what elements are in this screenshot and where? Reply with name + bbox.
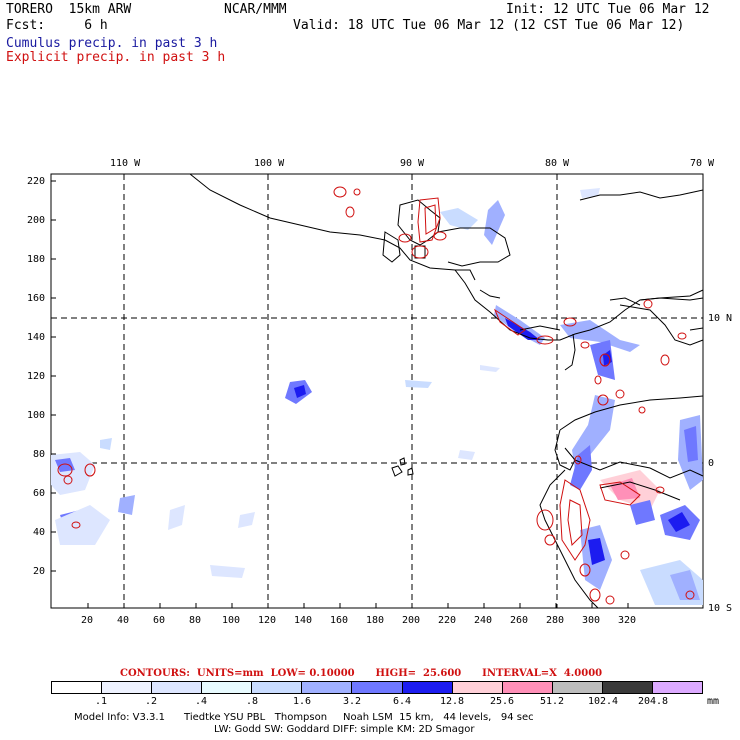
- x-tick-label: 120: [258, 615, 277, 626]
- x-tick-label: 220: [438, 615, 457, 626]
- colorbar-label: 102.4: [587, 696, 619, 707]
- y-tick-label: 100: [27, 410, 46, 421]
- colorbar-label: 12.8: [439, 696, 465, 707]
- colorbar-swatch: [602, 682, 653, 693]
- y-tick-label: 60: [33, 488, 46, 499]
- x-tick-label: 40: [117, 615, 130, 626]
- forecast-hour: Fcst: 6 h: [6, 18, 108, 33]
- x-tick-label: 60: [153, 615, 166, 626]
- colorbar-units: mm: [706, 696, 720, 707]
- lat-label: 10 N: [708, 313, 733, 324]
- coastlines: [189, 173, 704, 609]
- field-cumulus-label: Cumulus precip. in past 3 h: [6, 36, 218, 51]
- y-tick-label: 140: [27, 332, 46, 343]
- colorbar-swatch: [352, 682, 403, 693]
- colorbar-swatch: [652, 682, 703, 693]
- x-tick-label: 300: [582, 615, 601, 626]
- colorbar: [51, 681, 703, 694]
- colorbar-swatch: [52, 682, 103, 693]
- lon-label: 70 W: [690, 158, 715, 169]
- x-tick-label: 140: [294, 615, 313, 626]
- org-label: NCAR/MMM: [224, 2, 287, 17]
- lon-label: 110 W: [110, 158, 141, 169]
- colorbar-label: 51.2: [539, 696, 565, 707]
- colorbar-swatch: [102, 682, 153, 693]
- y-tick-label: 20: [33, 566, 46, 577]
- colorbar-label: 25.6: [489, 696, 515, 707]
- x-tick-label: 180: [366, 615, 385, 626]
- lat-lon-grid: [51, 174, 703, 608]
- axis-ticks: [51, 180, 629, 608]
- x-tick-label: 160: [330, 615, 349, 626]
- colorbar-swatch: [552, 682, 603, 693]
- colorbar-swatch: [502, 682, 553, 693]
- y-tick-label: 80: [33, 449, 46, 460]
- cumulus-precip-shading: [51, 188, 703, 605]
- x-tick-label: 100: [222, 615, 241, 626]
- colorbar-label: .4: [194, 696, 208, 707]
- colorbar-label: 1.6: [292, 696, 312, 707]
- lon-label: 100 W: [254, 158, 285, 169]
- colorbar-swatch: [402, 682, 453, 693]
- colorbar-label: .2: [144, 696, 158, 707]
- y-tick-label: 40: [33, 527, 46, 538]
- model-info-line2: LW: Godd SW: Goddard DIFF: simple KM: 2D…: [214, 724, 475, 735]
- y-tick-label: 160: [27, 293, 46, 304]
- model-info-line1: Model Info: V3.3.1 Tiedtke YSU PBL Thomp…: [74, 712, 534, 723]
- lon-label: 90 W: [400, 158, 425, 169]
- x-tick-label: 280: [546, 615, 565, 626]
- x-tick-label: 80: [189, 615, 202, 626]
- x-tick-label: 240: [474, 615, 493, 626]
- colorbar-label: 3.2: [342, 696, 362, 707]
- field-explicit-label: Explicit precip. in past 3 h: [6, 50, 226, 65]
- y-tick-label: 180: [27, 254, 46, 265]
- colorbar-swatch: [202, 682, 253, 693]
- colorbar-swatch: [452, 682, 503, 693]
- init-time: Init: 12 UTC Tue 06 Mar 12: [506, 2, 710, 17]
- model-title: TORERO 15km ARW: [6, 2, 132, 17]
- colorbar-swatch: [302, 682, 353, 693]
- colorbar-label: .1: [94, 696, 108, 707]
- explicit-precip-contours: [57, 186, 695, 605]
- colorbar-swatch: [152, 682, 203, 693]
- lon-label: 80 W: [545, 158, 570, 169]
- x-tick-label: 320: [618, 615, 637, 626]
- valid-time: Valid: 18 UTC Tue 06 Mar 12 (12 CST Tue …: [293, 18, 685, 33]
- x-tick-label: 20: [81, 615, 94, 626]
- colorbar-label: .8: [245, 696, 259, 707]
- colorbar-label: 204.8: [637, 696, 669, 707]
- x-tick-label: 260: [510, 615, 529, 626]
- lat-label: 10 S: [708, 603, 733, 614]
- colorbar-label: 6.4: [392, 696, 412, 707]
- colorbar-swatch: [252, 682, 303, 693]
- contour-legend: CONTOURS: UNITS=mm LOW= 0.10000 HIGH= 25…: [120, 668, 603, 679]
- y-tick-label: 120: [27, 371, 46, 382]
- x-tick-label: 200: [402, 615, 421, 626]
- y-tick-label: 200: [27, 215, 46, 226]
- y-tick-label: 220: [27, 176, 46, 187]
- map-frame: [50, 173, 704, 609]
- lat-label: 0: [708, 458, 715, 469]
